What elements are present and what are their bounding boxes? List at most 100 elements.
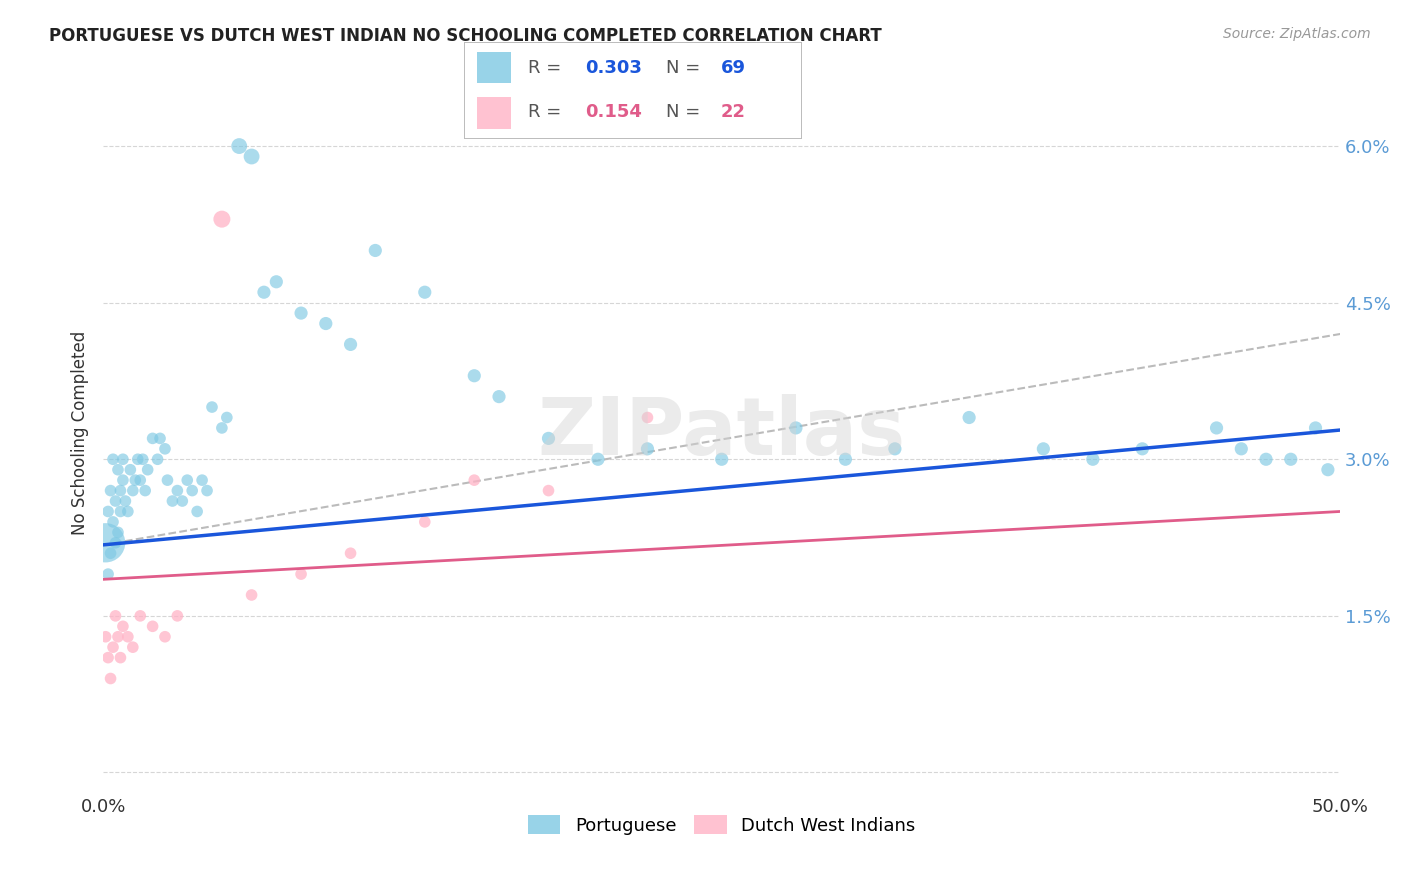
Point — [142, 619, 165, 633]
Point — [134, 483, 156, 498]
Point — [97, 567, 120, 582]
Point — [97, 504, 120, 518]
Point — [110, 483, 132, 498]
Point — [111, 452, 134, 467]
Point — [413, 515, 436, 529]
Point — [107, 525, 129, 540]
Point — [834, 452, 856, 467]
Point — [100, 483, 122, 498]
Point — [290, 306, 312, 320]
Point — [637, 410, 659, 425]
Point — [104, 608, 127, 623]
Point — [94, 536, 117, 550]
Point — [253, 285, 276, 300]
Point — [228, 139, 250, 153]
Point — [117, 504, 139, 518]
Point — [156, 473, 179, 487]
Point — [166, 608, 188, 623]
Point — [586, 452, 609, 467]
Point — [883, 442, 905, 456]
Point — [136, 463, 159, 477]
Point — [463, 368, 485, 383]
Point — [181, 483, 204, 498]
Point — [215, 410, 238, 425]
Point — [413, 285, 436, 300]
Point — [110, 650, 132, 665]
Text: ZIPatlas: ZIPatlas — [537, 394, 905, 472]
Point — [191, 473, 214, 487]
Point — [463, 473, 485, 487]
Point — [172, 494, 194, 508]
Text: 69: 69 — [720, 59, 745, 77]
Point — [97, 650, 120, 665]
Point — [110, 504, 132, 518]
Point — [1279, 452, 1302, 467]
Point — [1205, 421, 1227, 435]
Point — [129, 608, 152, 623]
Point — [637, 442, 659, 456]
Point — [121, 483, 143, 498]
Point — [176, 473, 198, 487]
Point — [1316, 463, 1339, 477]
Point — [101, 515, 124, 529]
Point — [129, 473, 152, 487]
Point — [114, 494, 136, 508]
Point — [132, 452, 155, 467]
Point — [101, 452, 124, 467]
Y-axis label: No Schooling Completed: No Schooling Completed — [72, 331, 89, 535]
Text: 0.303: 0.303 — [585, 59, 643, 77]
Point — [162, 494, 184, 508]
Point — [240, 588, 263, 602]
FancyBboxPatch shape — [478, 52, 512, 83]
Point — [537, 483, 560, 498]
Point — [100, 672, 122, 686]
Point — [240, 149, 263, 163]
Point — [537, 431, 560, 445]
Point — [117, 630, 139, 644]
Point — [104, 536, 127, 550]
Point — [201, 400, 224, 414]
Point — [315, 317, 337, 331]
Point — [211, 212, 233, 227]
Point — [1254, 452, 1277, 467]
Point — [290, 567, 312, 582]
Point — [1081, 452, 1104, 467]
Point — [121, 640, 143, 655]
Point — [107, 463, 129, 477]
Point — [710, 452, 733, 467]
Text: 22: 22 — [720, 103, 745, 121]
Point — [111, 619, 134, 633]
Point — [100, 546, 122, 560]
Point — [339, 546, 361, 560]
Point — [1230, 442, 1253, 456]
Point — [149, 431, 172, 445]
FancyBboxPatch shape — [478, 97, 512, 128]
Point — [339, 337, 361, 351]
Legend: Portuguese, Dutch West Indians: Portuguese, Dutch West Indians — [527, 815, 915, 835]
Point — [166, 483, 188, 498]
Point — [266, 275, 288, 289]
Point — [124, 473, 146, 487]
Point — [146, 452, 169, 467]
Point — [153, 442, 176, 456]
Point — [1032, 442, 1054, 456]
Point — [111, 473, 134, 487]
Point — [120, 463, 142, 477]
Point — [1130, 442, 1153, 456]
Point — [107, 630, 129, 644]
Text: 0.154: 0.154 — [585, 103, 643, 121]
Point — [153, 630, 176, 644]
Point — [957, 410, 980, 425]
Point — [186, 504, 208, 518]
Point — [785, 421, 807, 435]
Text: Source: ZipAtlas.com: Source: ZipAtlas.com — [1223, 27, 1371, 41]
Point — [101, 640, 124, 655]
Text: R =: R = — [529, 59, 567, 77]
Point — [1305, 421, 1327, 435]
Point — [142, 431, 165, 445]
Point — [127, 452, 149, 467]
Point — [488, 390, 510, 404]
Text: PORTUGUESE VS DUTCH WEST INDIAN NO SCHOOLING COMPLETED CORRELATION CHART: PORTUGUESE VS DUTCH WEST INDIAN NO SCHOO… — [49, 27, 882, 45]
Point — [195, 483, 218, 498]
Text: R =: R = — [529, 103, 567, 121]
